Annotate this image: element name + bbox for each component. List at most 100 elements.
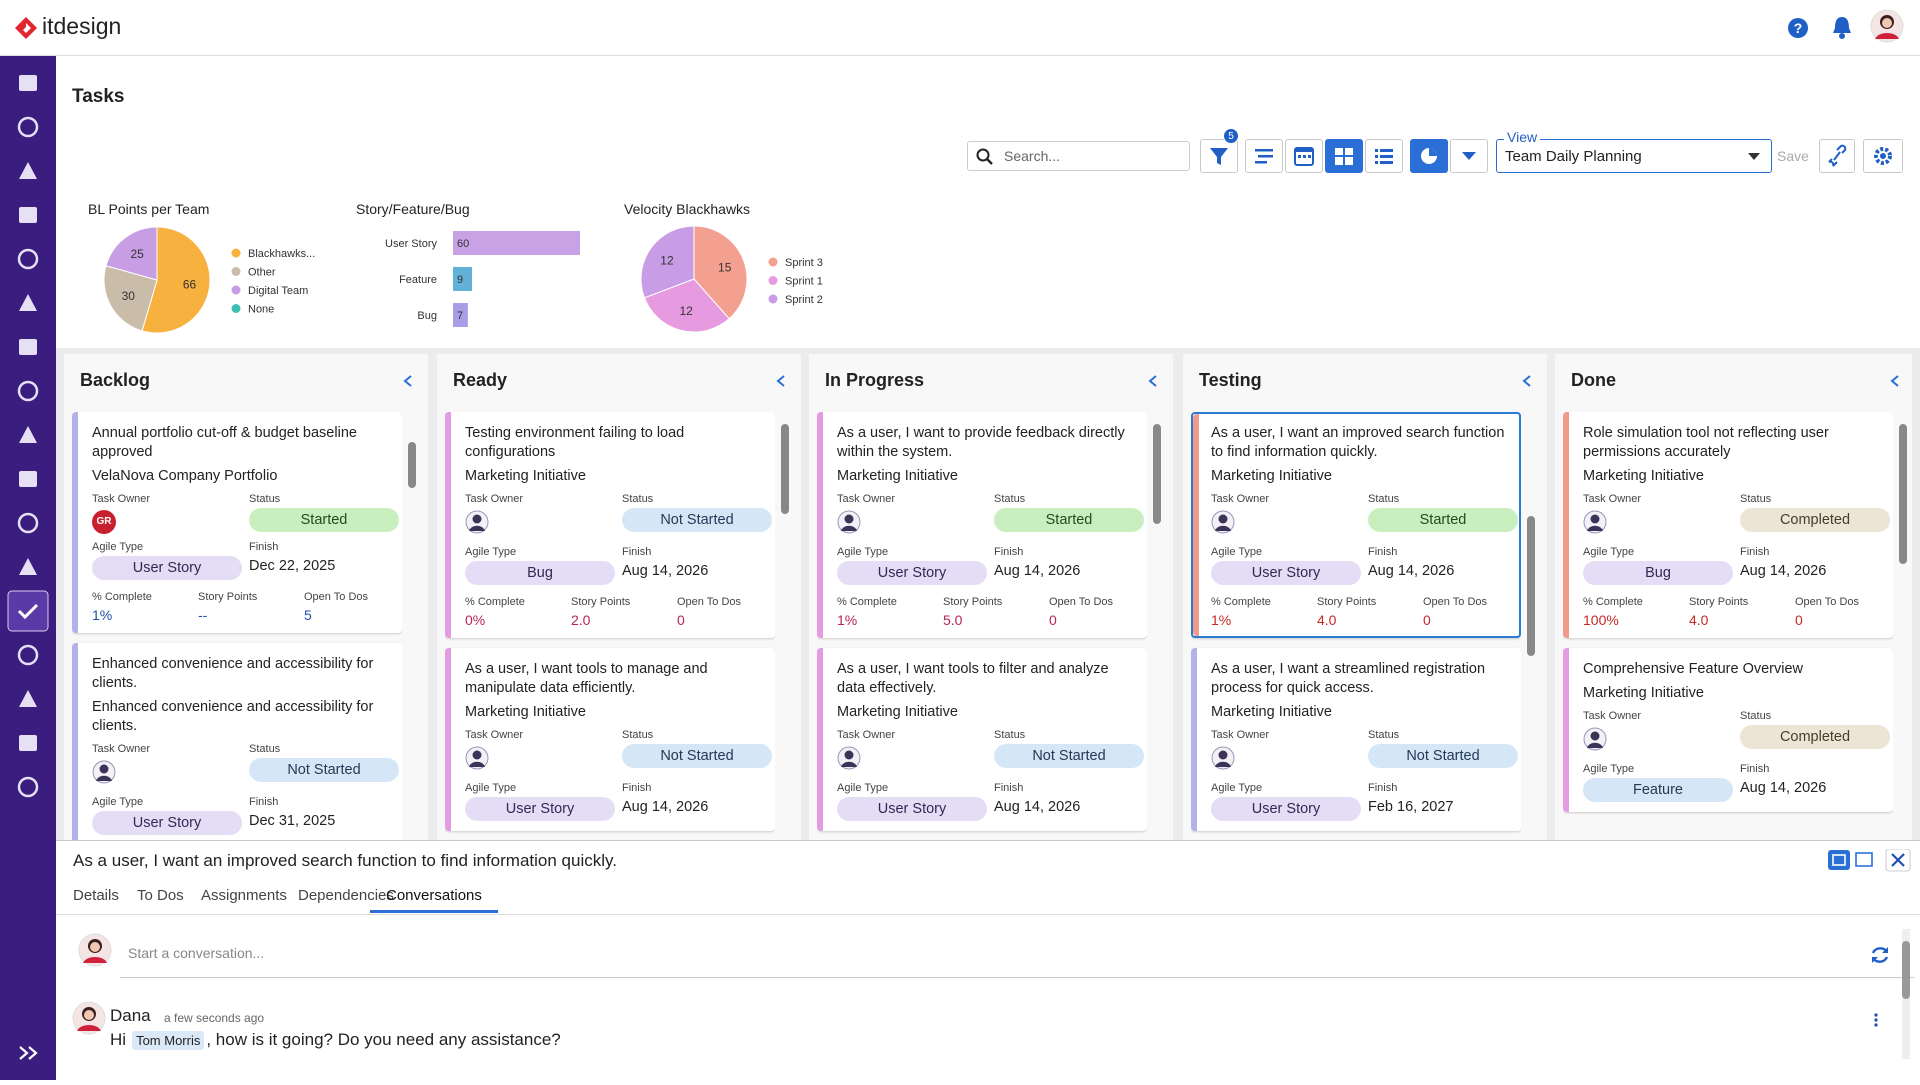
settings-button[interactable] xyxy=(1863,139,1903,173)
legend-swatch xyxy=(231,285,241,295)
finish-date: Aug 14, 2026 xyxy=(622,799,709,815)
legend-label: None xyxy=(248,304,274,316)
task-card[interactable]: Annual portfolio cut-off & budget baseli… xyxy=(72,412,402,633)
scrollbar[interactable] xyxy=(1899,412,1907,832)
scrollbar[interactable] xyxy=(1527,412,1535,832)
tab[interactable]: Details xyxy=(73,887,119,904)
scrollbar[interactable] xyxy=(1153,412,1161,832)
mention-chip[interactable]: Tom Morris xyxy=(132,1030,205,1050)
field-label: Task Owner xyxy=(1583,493,1642,505)
card-row: Task Owner Status Not Started xyxy=(465,492,772,539)
card-accent xyxy=(817,648,823,831)
gantt-view-button[interactable] xyxy=(1245,139,1283,173)
field-label: Finish xyxy=(622,546,652,558)
user-avatar[interactable] xyxy=(1870,9,1904,43)
search-icon xyxy=(976,148,993,165)
pie-slice xyxy=(640,225,695,299)
panel-controls[interactable] xyxy=(1828,849,1918,873)
tab[interactable]: Assignments xyxy=(201,887,287,904)
card-title: Enhanced convenience and accessibility f… xyxy=(92,656,374,691)
task-card[interactable]: Enhanced convenience and accessibility f… xyxy=(72,643,402,840)
task-card[interactable]: Testing environment failing to load conf… xyxy=(445,412,775,638)
notifications-button[interactable] xyxy=(1830,15,1854,41)
task-card[interactable]: As a user, I want an improved search fun… xyxy=(1191,412,1521,638)
status-pill: Not Started xyxy=(1368,744,1518,768)
help-button[interactable]: ? xyxy=(1786,16,1810,40)
avatar-head xyxy=(1590,731,1600,741)
board-view-button[interactable] xyxy=(1325,139,1363,173)
agile-pill: User Story xyxy=(837,561,987,585)
card-subtitle: Marketing Initiative xyxy=(1583,685,1704,701)
save-button[interactable]: Save xyxy=(1777,148,1809,164)
field-label: Open To Dos xyxy=(1423,596,1488,608)
tab[interactable]: To Dos xyxy=(137,887,184,904)
nav-icon xyxy=(17,248,39,270)
avatar-head xyxy=(472,750,482,760)
card-subtitle: Marketing Initiative xyxy=(1583,468,1704,484)
calendar-view-button[interactable] xyxy=(1285,139,1323,173)
status-pill: Started xyxy=(249,508,399,532)
link-button[interactable] xyxy=(1819,139,1855,173)
task-card[interactable]: Role simulation tool not reflecting user… xyxy=(1563,412,1893,638)
field-label: Finish xyxy=(1740,546,1770,558)
scrollbar[interactable] xyxy=(408,412,416,832)
metric-field: Open To Dos 0 xyxy=(1049,595,1137,628)
filter-button[interactable] xyxy=(1200,139,1238,173)
card-row: Task Owner Status Not Started xyxy=(1211,728,1518,775)
task-card[interactable]: As a user, I want to provide feedback di… xyxy=(817,412,1147,638)
view-select[interactable]: Team Daily Planning xyxy=(1496,139,1772,173)
column-title: Ready xyxy=(453,370,508,390)
list-view-button[interactable] xyxy=(1365,139,1403,173)
collapse-column[interactable] xyxy=(402,374,414,388)
metric-value: 0 xyxy=(677,612,685,628)
finish-date: Aug 14, 2026 xyxy=(994,799,1081,815)
scrollbar[interactable] xyxy=(1902,929,1910,1059)
metric-value: 4.0 xyxy=(1689,612,1709,628)
message-author: Dana xyxy=(110,1006,151,1025)
detail-title: As a user, I want an improved search fun… xyxy=(73,851,617,870)
task-card[interactable]: As a user, I want tools to filter and an… xyxy=(817,648,1147,831)
view-label: View xyxy=(1504,129,1541,145)
metric-field: Story Points 2.0 xyxy=(571,595,677,628)
field-label: Status xyxy=(994,729,1026,741)
tab[interactable]: Dependencies xyxy=(298,887,394,904)
task-card[interactable]: As a user, I want a streamlined registra… xyxy=(1191,648,1521,831)
collapse-column[interactable] xyxy=(1889,374,1901,388)
card-row: Task Owner Status Not Started xyxy=(837,728,1144,775)
column-title: In Progress xyxy=(825,370,925,390)
tab[interactable]: Conversations xyxy=(370,887,498,913)
charts-toggle-button[interactable] xyxy=(1410,139,1448,173)
collapse-column[interactable] xyxy=(775,374,787,388)
scrollbar[interactable] xyxy=(781,412,789,832)
metric-value: -- xyxy=(198,607,208,623)
status-field: Status Not Started xyxy=(994,728,1144,775)
agile-pill: User Story xyxy=(92,811,242,835)
field-label: Agile Type xyxy=(837,546,889,558)
svg-text:?: ? xyxy=(1794,20,1803,36)
scroll-thumb xyxy=(408,442,416,488)
agile-field: Agile Type Bug xyxy=(1583,545,1740,585)
pie-slice xyxy=(643,278,730,333)
card-title: As a user, I want to provide feedback di… xyxy=(837,425,1125,460)
card-row: Task Owner Status Started xyxy=(837,492,1144,539)
avatar-body xyxy=(841,761,857,767)
card-row: Task Owner Status Not Started xyxy=(465,728,772,775)
field-label: Status xyxy=(622,729,654,741)
owner-avatar xyxy=(1211,746,1235,770)
refresh-button[interactable] xyxy=(1868,943,1892,967)
view-menu-button[interactable] xyxy=(1450,139,1488,173)
field-label: Task Owner xyxy=(1583,710,1642,722)
search-box[interactable]: Search... xyxy=(967,141,1190,171)
card-row: Agile Type Bug Finish Aug 14, 2026 xyxy=(1583,545,1883,585)
card-row: Agile Type User Story Finish Dec 22, 2025 xyxy=(92,540,392,580)
conversation-input[interactable]: Start a conversation... xyxy=(120,933,1914,978)
card-row: Task Owner Status Completed xyxy=(1583,709,1890,756)
metric-field: % Complete 1% xyxy=(92,590,198,623)
collapse-column[interactable] xyxy=(1521,374,1533,388)
message-menu[interactable] xyxy=(1872,1011,1880,1031)
task-card[interactable]: As a user, I want tools to manage and ma… xyxy=(445,648,775,831)
bar xyxy=(453,231,580,255)
task-card[interactable]: Comprehensive Feature Overview Marketing … xyxy=(1563,648,1893,812)
collapse-column[interactable] xyxy=(1147,374,1159,388)
field-label: Task Owner xyxy=(92,493,151,505)
